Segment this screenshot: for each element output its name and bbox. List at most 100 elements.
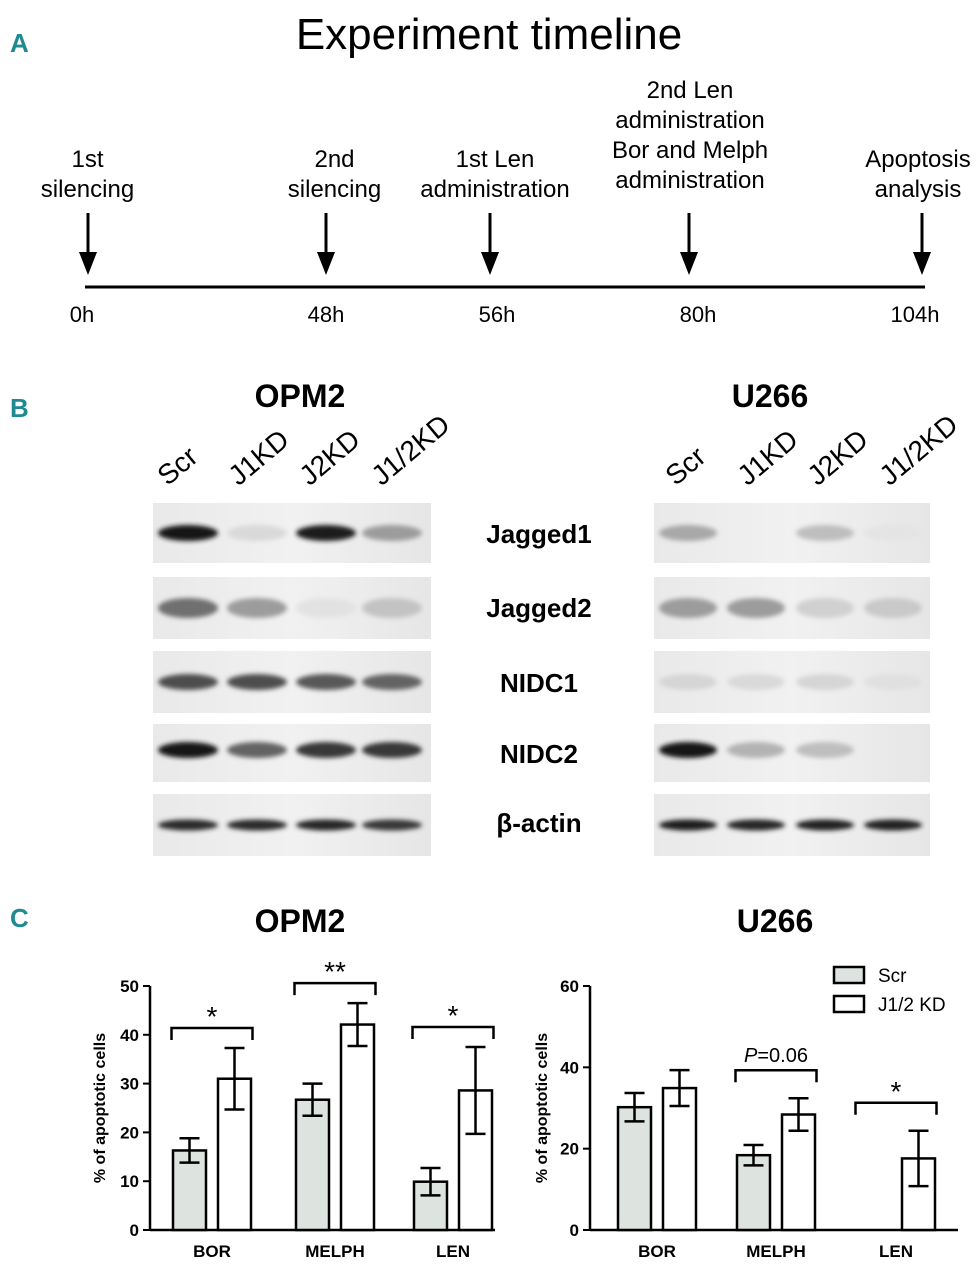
lane-label: Scr [659,440,712,492]
bar-scr [294,1098,331,1232]
timeline-time-label: 56h [478,302,516,327]
lane-label: J2KD [293,423,366,492]
x-tick-label: MELPH [746,1242,806,1261]
blot-band [296,598,356,618]
blot-band [227,819,287,831]
blot-band [864,819,922,831]
chart-title-opm2: OPM2 [254,903,346,939]
lane-label: J1/2KD [873,408,964,492]
y-tick-label: 0 [130,1221,139,1240]
protein-label: Jagged1 [486,519,592,549]
blot-band [659,674,717,690]
timeline-time-label: 104h [890,302,940,327]
legend-label: Scr [878,966,907,987]
blot-band [158,674,218,690]
significance-label: * [207,1001,218,1032]
bar-scr [735,1153,772,1232]
blot-band [362,819,422,831]
blot-band [659,525,717,541]
timeline-event-label: 1st Len administration [420,146,570,203]
blot-band [362,525,422,541]
bar-scr [616,1105,653,1232]
lane-label: J1KD [222,423,295,492]
timeline-axis [79,213,931,289]
blot-band [727,674,785,690]
y-tick-label: 50 [120,977,139,996]
blot-band [227,674,287,690]
blot-band [796,525,854,541]
blot-band [227,525,287,541]
significance-bracket [411,1025,495,1039]
y-tick-label: 40 [560,1058,579,1077]
blot-band [864,598,922,618]
protein-label: NIDC2 [499,739,578,769]
blot-band [659,819,717,831]
blot-band [864,674,922,690]
timeline-event-label: 2nd Len administration Bor and Melph adm… [611,77,769,194]
legend-swatch [832,965,866,985]
blot-band [796,598,854,618]
x-tick-label: BOR [638,1242,676,1261]
y-tick-label: 60 [560,977,579,996]
blot-band [362,598,422,618]
blot-band [864,525,922,541]
blot-band [659,598,717,618]
significance-bracket [854,1101,938,1115]
lane-label: J1/2KD [365,408,456,492]
significance-label: * [448,1000,459,1031]
blot-band [296,819,356,831]
legend-swatch [832,994,866,1014]
x-tick-label: LEN [879,1242,913,1261]
legend-label: J1/2 KD [878,995,946,1016]
panel-letter-a: A [10,28,29,58]
timeline-time-label: 48h [307,302,345,327]
y-tick-label: 30 [120,1075,139,1094]
blot-band [158,598,218,618]
protein-label: NIDC1 [499,668,578,698]
significance-bracket [170,1026,254,1040]
y-tick-label: 20 [120,1123,139,1142]
blot-band [296,525,356,541]
significance-bracket [293,981,377,996]
significance-label: ** [324,956,346,987]
y-tick-label: 20 [560,1140,579,1159]
blot-band [296,674,356,690]
y-axis-label: % of apoptotic cells [92,1033,109,1183]
protein-label: β-actin [496,808,582,838]
blot-band [227,742,287,758]
blot-band [227,598,287,618]
blot-band [659,742,717,758]
panel-letter-c: C [10,903,29,933]
blot-band [158,742,218,758]
y-tick-label: 40 [120,1026,139,1045]
timeline-event-label: 2nd silencing [287,146,382,203]
timeline-time-label: 0h [69,302,95,327]
timeline-arrow [913,213,931,275]
lane-label: J1KD [731,423,804,492]
timeline-arrow [317,213,335,275]
blot-title-u266: U266 [731,378,809,414]
significance-label: P=0.06 [744,1045,808,1067]
y-tick-label: 10 [120,1172,139,1191]
lane-label: J2KD [801,423,874,492]
timeline-time-label: 80h [679,302,717,327]
y-axis-label: % of apoptotic cells [534,1033,551,1183]
panel-letter-b: B [10,393,29,423]
x-tick-label: MELPH [305,1242,365,1261]
timeline-title: Experiment timeline [295,10,683,59]
timeline-arrow [680,213,698,275]
timeline-event-label: 1st silencing [40,146,135,203]
blot-band [727,742,785,758]
timeline-arrow [481,213,499,275]
western-blot-panels [153,503,930,856]
timeline-event-label: Apoptosis analysis [865,146,971,203]
blot-band [158,525,218,541]
blot-band [727,819,785,831]
protein-label: Jagged2 [486,593,592,623]
blot-band [362,674,422,690]
significance-bracket [734,1068,818,1083]
blot-band [727,598,785,618]
timeline-arrow [79,213,97,275]
lane-label: Scr [151,440,204,492]
chart-title-u266: U266 [736,903,814,939]
